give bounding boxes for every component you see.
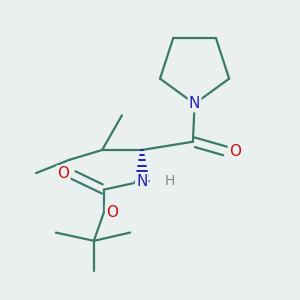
- Text: H: H: [165, 174, 175, 188]
- Text: O: O: [58, 166, 70, 181]
- Text: N: N: [136, 174, 147, 189]
- Text: N: N: [189, 96, 200, 111]
- Text: O: O: [229, 144, 241, 159]
- Text: O: O: [106, 205, 118, 220]
